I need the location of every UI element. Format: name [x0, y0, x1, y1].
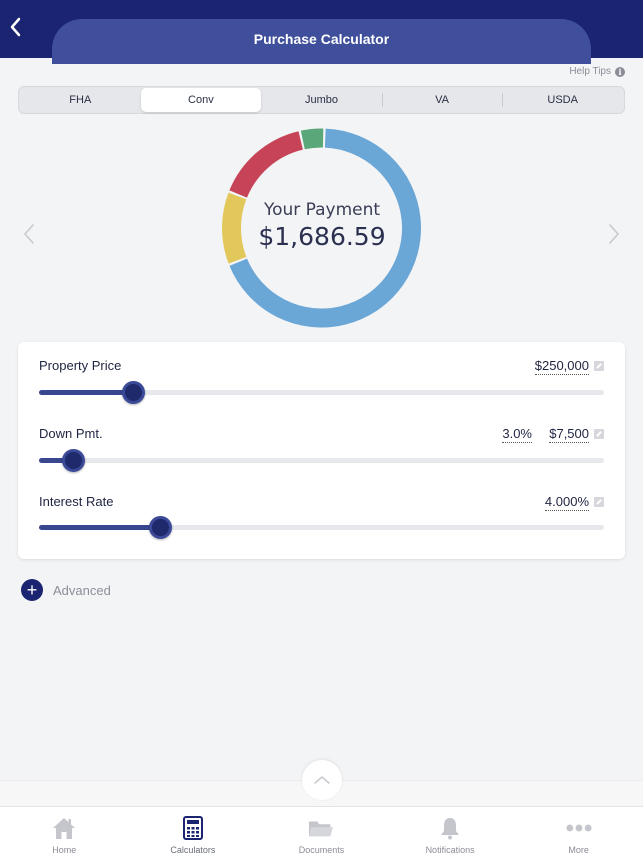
- previous-chart-arrow-icon[interactable]: [22, 222, 36, 246]
- tab-label: Notifications: [425, 845, 475, 855]
- more-icon: [566, 815, 592, 841]
- bell-icon: [437, 815, 463, 841]
- slider-fill: [39, 458, 73, 463]
- property-price-label: Property Price: [39, 358, 122, 373]
- down-payment-slider[interactable]: [39, 449, 604, 472]
- advanced-toggle[interactable]: + Advanced: [21, 579, 111, 601]
- next-chart-arrow-icon[interactable]: [607, 222, 621, 246]
- interest-rate-label: Interest Rate: [39, 494, 114, 509]
- home-icon: [51, 815, 77, 841]
- edit-icon[interactable]: [594, 429, 604, 439]
- tab-label: Calculators: [170, 845, 216, 855]
- payment-amount: $1,686.59: [258, 222, 386, 251]
- loan-inputs-card: Property Price $250,000 Down Pmt. 3.0% $…: [18, 342, 625, 559]
- tab-label: More: [568, 845, 589, 855]
- donut-segment-2: [222, 192, 247, 264]
- bottom-tab-bar: Home Calculators: [0, 806, 643, 858]
- edit-icon[interactable]: [594, 497, 604, 507]
- tab-jumbo[interactable]: Jumbo: [304, 94, 338, 106]
- slider-fill: [39, 390, 134, 395]
- top-bar: Purchase Calculator: [0, 0, 643, 64]
- donut-segment-4: [300, 128, 324, 150]
- tab-label: Home: [52, 845, 77, 855]
- advanced-label: Advanced: [53, 582, 111, 598]
- drawer-pull-tab[interactable]: [302, 760, 342, 800]
- slider-fill: [39, 525, 160, 530]
- payment-label: Your Payment: [263, 200, 381, 220]
- tab-home[interactable]: Home: [0, 807, 129, 858]
- tab-documents[interactable]: Documents: [257, 807, 386, 858]
- payment-breakdown-donut-chart: [222, 128, 421, 328]
- chevron-up-icon: [314, 776, 330, 784]
- title-pill: Purchase Calculator: [52, 19, 591, 64]
- tab-label: Documents: [298, 845, 345, 855]
- tab-more[interactable]: More: [514, 807, 643, 858]
- edit-icon[interactable]: [594, 361, 604, 371]
- tab-fha[interactable]: FHA: [69, 94, 92, 106]
- plus-circle-icon: +: [21, 579, 43, 601]
- slider-thumb[interactable]: [61, 449, 85, 472]
- chevron-left-icon: [10, 17, 21, 37]
- info-icon: i: [615, 66, 625, 77]
- property-price-slider[interactable]: [39, 381, 604, 404]
- help-tips-label: Help Tips: [569, 66, 611, 77]
- property-price-value[interactable]: $250,000: [534, 358, 589, 375]
- help-tips-button[interactable]: Help Tips i: [569, 66, 625, 77]
- donut-segment-3: [229, 131, 304, 198]
- slider-thumb[interactable]: [148, 516, 172, 539]
- loan-type-selector: FHA Conv Jumbo VA USDA: [18, 86, 625, 114]
- back-button[interactable]: [4, 10, 26, 44]
- donut-segment-1: [229, 128, 421, 328]
- down-payment-label: Down Pmt.: [39, 426, 103, 441]
- slider-thumb[interactable]: [122, 381, 146, 404]
- tab-usda[interactable]: USDA: [502, 88, 623, 112]
- page-title: Purchase Calculator: [253, 31, 390, 47]
- tab-calculators[interactable]: Calculators: [129, 807, 258, 858]
- interest-rate-value[interactable]: 4.000%: [544, 494, 589, 511]
- down-payment-value[interactable]: $7,500: [549, 426, 589, 443]
- down-payment-percent[interactable]: 3.0%: [502, 426, 532, 443]
- tab-conv[interactable]: Conv: [140, 88, 262, 112]
- tab-notifications[interactable]: Notifications: [386, 807, 515, 858]
- folder-icon: [308, 815, 334, 841]
- calculator-icon: [180, 815, 206, 841]
- tab-va[interactable]: VA: [381, 88, 503, 112]
- interest-rate-slider[interactable]: [39, 516, 604, 539]
